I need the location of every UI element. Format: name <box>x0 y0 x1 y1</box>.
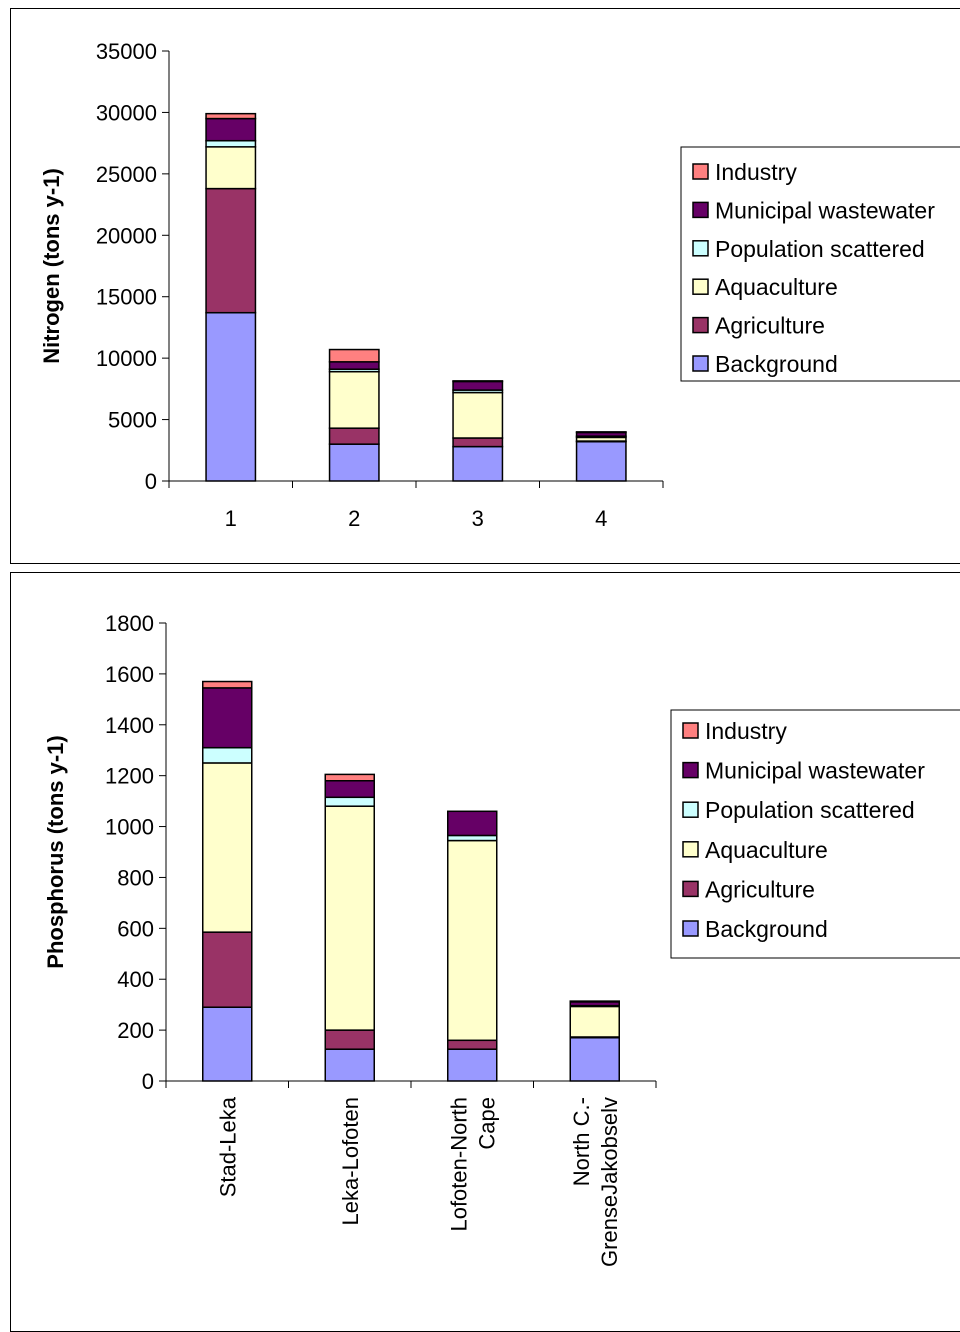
legend-label-agriculture: Agriculture <box>715 313 825 339</box>
legend-swatch-industry <box>682 722 699 739</box>
legend-box <box>680 146 960 382</box>
bar-municipal-wastewater-3 <box>452 380 504 391</box>
y-tick-label: 20000 <box>96 223 157 248</box>
x-category-label: Leka-Lofoten <box>338 1097 363 1225</box>
bar-background-stad-leka <box>202 1006 253 1082</box>
legend-swatch-aquaculture <box>692 278 709 295</box>
y-tick-label: 35000 <box>96 39 157 64</box>
bar-municipal-wastewater-stad-leka <box>202 687 253 749</box>
y-tick-label: 0 <box>142 1069 154 1094</box>
bar-industry-2 <box>328 348 380 363</box>
legend-swatch-aquaculture <box>682 841 699 858</box>
bar-agriculture-1 <box>205 187 257 314</box>
phosphorus-chart-panel: 0 200 400 600 800 1000 1200 1400 1600 1800 Stad-Le… <box>10 572 960 1332</box>
x-category-label: Stad-Leka <box>215 1096 240 1197</box>
bar-aquaculture-2 <box>328 370 380 429</box>
bar-industry-leka-lofoten <box>324 773 375 782</box>
legend-swatch-municipal-wastewater <box>682 761 699 779</box>
bar-municipal-wastewater-1 <box>205 117 257 142</box>
legend-label-background: Background <box>705 916 828 942</box>
bar-background-lofoten-north-cape <box>447 1048 498 1082</box>
bar-aquaculture-lofoten-north-cape <box>447 839 498 1042</box>
y-tick-label: 600 <box>117 916 154 941</box>
nitrogen-chart-panel: 0 5000 10000 15000 20000 25000 30000 35000 1 2 3 4 N… <box>10 8 960 564</box>
phosphorus-chart: 0 200 400 600 800 1000 1200 1400 1600 1800 Stad-Le… <box>43 611 960 1267</box>
x-category-label: 3 <box>472 506 484 531</box>
bar-population-scattered-lofoten-north-cape <box>447 834 498 842</box>
bar-background-4 <box>575 440 627 482</box>
y-tick-label: 30000 <box>96 100 157 125</box>
x-category-label: Lofoten-North <box>446 1097 471 1232</box>
y-tick-label: 1000 <box>105 815 154 840</box>
legend-label-municipal-wastewater: Municipal wastewater <box>705 758 925 784</box>
bar-agriculture-2 <box>328 427 380 445</box>
y-tick-label: 15000 <box>96 285 157 310</box>
y-tick-label: 10000 <box>96 346 157 371</box>
bar-industry-1 <box>205 112 257 120</box>
legend-swatch-background <box>682 920 699 937</box>
bar-industry-stad-leka <box>202 680 253 689</box>
legend-swatch-municipal-wastewater <box>692 201 709 219</box>
y-tick-label: 0 <box>145 469 157 494</box>
bar-municipal-wastewater-2 <box>328 361 380 370</box>
bar-background-3 <box>452 445 504 482</box>
legend-label-population-scattered: Population scattered <box>715 236 925 262</box>
legend-box <box>670 709 960 959</box>
x-category-label: North C.- <box>569 1097 594 1186</box>
bar-agriculture-stad-leka <box>202 931 253 1008</box>
bar-aquaculture-3 <box>452 391 504 439</box>
bar-agriculture-3 <box>452 437 504 448</box>
bar-population-scattered-leka-lofoten <box>324 796 375 807</box>
legend-label-municipal-wastewater: Municipal wastewater <box>715 197 935 223</box>
x-category-label: 4 <box>595 506 607 531</box>
legend-label-agriculture: Agriculture <box>705 876 815 902</box>
bar-municipal-wastewater-lofoten-north-cape <box>447 810 498 837</box>
bar-agriculture-lofoten-north-cape <box>447 1039 498 1050</box>
bar-background-2 <box>328 443 380 482</box>
bar-industry-north-c-grensejakobselv <box>569 1000 620 1003</box>
nitrogen-chart: 0 5000 10000 15000 20000 25000 30000 35000 1 2 3 4 N… <box>39 39 960 531</box>
bar-industry-4 <box>575 431 627 434</box>
legend-swatch-population-scattered <box>682 801 699 818</box>
legend-swatch-agriculture <box>682 880 699 898</box>
legend-swatch-population-scattered <box>692 240 709 257</box>
bar-municipal-wastewater-leka-lofoten <box>324 780 375 799</box>
y-tick-label: 5000 <box>108 408 157 433</box>
y-tick-label: 1600 <box>105 662 154 687</box>
x-category-label: 2 <box>348 506 360 531</box>
y-tick-label: 400 <box>117 967 154 992</box>
bar-aquaculture-1 <box>205 146 257 190</box>
bar-background-leka-lofoten <box>324 1048 375 1082</box>
x-category-label: Cape <box>474 1097 499 1150</box>
y-tick-label: 200 <box>117 1018 154 1043</box>
legend-swatch-industry <box>692 163 709 180</box>
legend-label-aquaculture: Aquaculture <box>705 837 828 863</box>
legend-label-aquaculture: Aquaculture <box>715 274 838 300</box>
bar-population-scattered-1 <box>205 139 257 148</box>
y-tick-label: 1400 <box>105 713 154 738</box>
x-category-label: 1 <box>225 506 237 531</box>
legend-swatch-agriculture <box>692 316 709 334</box>
bar-background-north-c-grensejakobselv <box>569 1036 620 1082</box>
bar-population-scattered-stad-leka <box>202 746 253 764</box>
bar-agriculture-leka-lofoten <box>324 1029 375 1050</box>
bar-aquaculture-stad-leka <box>202 762 253 933</box>
legend-label-industry: Industry <box>715 159 797 185</box>
legend-label-background: Background <box>715 351 838 377</box>
y-axis-title: Phosphorus (tons y-1) <box>43 735 68 968</box>
bar-industry-3 <box>452 380 504 383</box>
bar-aquaculture-north-c-grensejakobselv <box>569 1005 620 1038</box>
y-tick-label: 1800 <box>105 611 154 636</box>
y-axis-title: Nitrogen (tons y-1) <box>39 168 64 364</box>
bar-aquaculture-leka-lofoten <box>324 805 375 1031</box>
legend-label-population-scattered: Population scattered <box>705 797 915 823</box>
bar-background-1 <box>205 311 257 482</box>
y-tick-label: 25000 <box>96 162 157 187</box>
legend-swatch-background <box>692 355 709 372</box>
y-tick-label: 800 <box>117 865 154 890</box>
y-tick-label: 1200 <box>105 764 154 789</box>
legend-label-industry: Industry <box>705 718 787 744</box>
x-category-label: GrenseJakobselv <box>597 1097 622 1267</box>
